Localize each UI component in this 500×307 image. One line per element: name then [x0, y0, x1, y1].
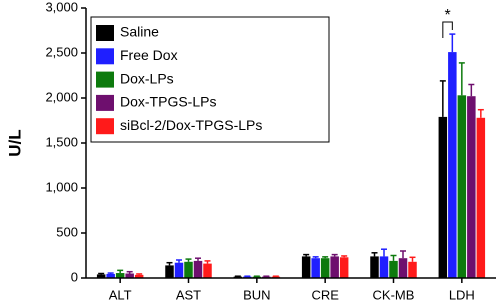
bar [448, 52, 457, 278]
x-tick-label: AST [176, 287, 201, 302]
bar [379, 256, 389, 278]
bar [193, 260, 203, 278]
bar [96, 274, 106, 278]
legend-swatch [96, 71, 114, 88]
legend-label: Saline [120, 24, 159, 40]
bar [330, 256, 339, 278]
bar [134, 274, 144, 278]
bar [165, 265, 174, 278]
legend-label: Dox-TPGS-LPs [120, 94, 216, 110]
y-tick-label: 3,000 [45, 0, 78, 14]
legend-label: Free Dox [120, 47, 178, 63]
x-tick-label: CRE [311, 287, 339, 302]
significance-bracket [442, 21, 453, 38]
legend-label: siBcl-2/Dox-TPGS-LPs [120, 117, 262, 133]
bar [457, 95, 467, 278]
x-tick-label: LDH [449, 287, 475, 302]
bar [203, 263, 212, 278]
bar [438, 116, 448, 279]
legend-swatch [96, 94, 114, 111]
bar [476, 117, 486, 278]
bar [320, 258, 330, 278]
annotation: * [444, 7, 450, 24]
legend-label: Dox-LPs [120, 70, 174, 86]
bar [125, 273, 134, 278]
legend-swatch [96, 25, 114, 41]
x-tick-label: CK-MB [373, 287, 415, 302]
x-tick-label: BUN [243, 287, 270, 302]
legend-swatch [96, 48, 114, 65]
bar [115, 273, 125, 278]
bar [184, 261, 193, 278]
bar [370, 256, 379, 278]
bar [301, 256, 311, 278]
y-axis-label: U/L [5, 129, 24, 156]
y-tick-label: 1,500 [45, 134, 78, 149]
bar [106, 273, 115, 278]
y-tick-label: 1,000 [45, 179, 78, 194]
y-tick-label: 500 [56, 224, 78, 239]
bar [311, 258, 320, 278]
bar [467, 96, 476, 278]
y-tick-label: 2,500 [45, 44, 78, 59]
bar [174, 262, 184, 278]
bar [339, 257, 349, 278]
y-tick-label: 0 [71, 269, 78, 284]
x-tick-label: ALT [109, 287, 132, 302]
legend-swatch [96, 118, 114, 135]
bar [398, 258, 408, 278]
bar [408, 261, 417, 278]
bar [389, 260, 398, 278]
legend-box [90, 16, 330, 143]
y-tick-label: 2,000 [45, 89, 78, 104]
